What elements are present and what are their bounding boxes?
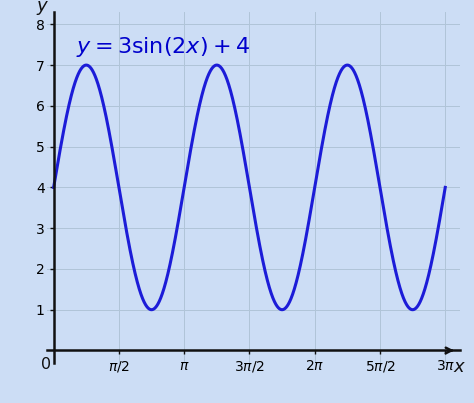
Text: x: x <box>453 358 464 376</box>
Text: y: y <box>36 0 47 15</box>
Text: $y = 3\sin(2x) + 4$: $y = 3\sin(2x) + 4$ <box>76 35 250 59</box>
Text: 0: 0 <box>41 357 51 372</box>
